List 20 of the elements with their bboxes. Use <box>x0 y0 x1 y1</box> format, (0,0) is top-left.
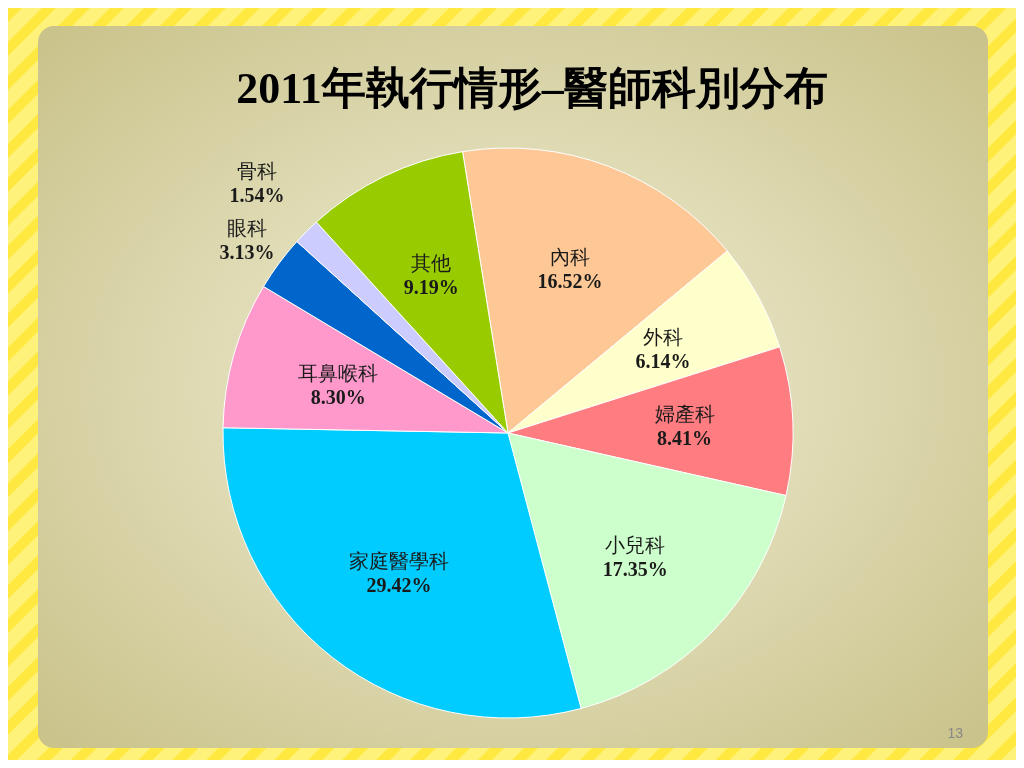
chart-title: 2011年執行情形–醫師科別分布 <box>236 64 828 113</box>
data-label: 9.19% <box>403 275 459 298</box>
slice-label: 眼科 <box>226 217 267 240</box>
data-label: 17.35% <box>602 557 668 580</box>
data-label: 6.14% <box>635 350 691 373</box>
data-label: 1.54% <box>229 184 285 207</box>
data-label: 29.42% <box>366 574 432 597</box>
slice-label: 其他 <box>411 251 452 274</box>
slice-label: 婦產科 <box>654 403 715 426</box>
slice-label: 小兒科 <box>605 533 666 556</box>
slice-label: 家庭醫學科 <box>348 550 449 573</box>
data-label: 8.30% <box>310 386 366 409</box>
data-label: 16.52% <box>537 269 603 292</box>
data-label: 8.41% <box>657 427 713 450</box>
data-label: 3.13% <box>219 241 275 264</box>
slice-label: 外科 <box>643 326 684 349</box>
slice-label: 耳鼻喉科 <box>298 362 379 385</box>
slice-label: 內科 <box>550 245 591 268</box>
text: 13 <box>947 725 964 741</box>
slice-label: 骨科 <box>236 160 277 183</box>
